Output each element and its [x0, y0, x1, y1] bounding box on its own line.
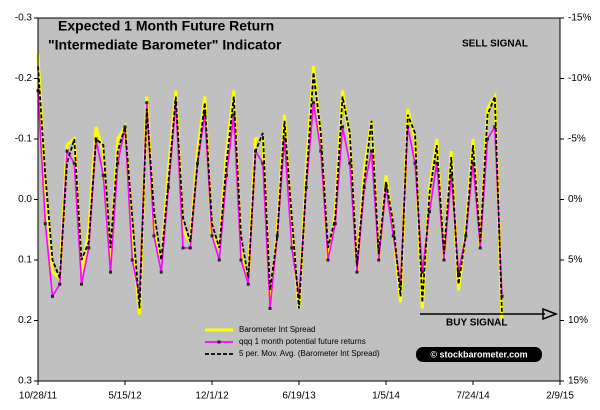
marker	[65, 149, 69, 153]
marker	[478, 246, 482, 250]
sell-signal: SELL SIGNAL	[462, 39, 528, 50]
marker	[312, 101, 315, 105]
marker	[370, 149, 373, 153]
arrow-head	[542, 307, 559, 321]
marker	[210, 234, 214, 238]
marker	[43, 222, 47, 226]
y2-tick-label: 5%	[568, 255, 583, 266]
marker	[72, 161, 76, 165]
y2-tick-label: -10%	[568, 73, 591, 84]
legend-label: 5 per. Mov. Avg. (Barometer Int Spread)	[239, 349, 380, 358]
marker	[167, 185, 170, 189]
marker	[428, 210, 431, 214]
y-tick-label: 0.3	[18, 376, 32, 387]
marker	[109, 270, 112, 274]
marker	[188, 246, 192, 250]
marker	[261, 161, 265, 165]
marker	[449, 173, 453, 177]
marks	[36, 54, 504, 321]
marker	[145, 101, 149, 105]
x-tick-label: 2/9/15	[546, 391, 574, 402]
legend-label: Barometer Int Spread	[239, 325, 315, 334]
marker	[225, 173, 228, 177]
y-tick-label: 0.0	[18, 194, 32, 205]
y2-tick-label: -15%	[568, 13, 591, 24]
marker	[290, 246, 294, 250]
marker	[268, 306, 272, 310]
buy-signal: BUY SIGNAL	[446, 318, 508, 329]
marker	[159, 270, 163, 274]
x-tick-label: 10/28/11	[19, 391, 58, 402]
marker	[246, 282, 250, 286]
copyright: © stockbarometer.com	[430, 349, 527, 359]
y-tick-label: -0.1	[15, 134, 33, 145]
marker	[239, 258, 243, 262]
y-tick-label: 0.1	[18, 255, 32, 266]
marker	[275, 234, 279, 238]
marker	[355, 270, 359, 274]
x-tick-label: 6/19/13	[282, 391, 316, 402]
marker	[464, 234, 468, 238]
marker	[181, 246, 185, 250]
x-tick-label: 5/15/12	[108, 391, 142, 402]
marker	[348, 161, 352, 165]
marker	[203, 113, 207, 117]
marker	[333, 222, 337, 226]
y2-tick-label: 15%	[568, 376, 588, 387]
marker	[384, 185, 388, 189]
marker	[51, 294, 54, 298]
marker	[123, 125, 127, 129]
series-line	[37, 66, 503, 315]
marker	[319, 149, 323, 153]
copyright-box	[416, 347, 542, 362]
marker	[196, 161, 199, 165]
legend-label: qqq 1 month potential future returns	[239, 337, 366, 346]
marker	[283, 137, 286, 141]
y2-tick-label: 10%	[568, 315, 588, 326]
marker	[377, 258, 381, 262]
x-tick-label: 1/5/14	[372, 391, 400, 402]
marker	[130, 258, 134, 262]
legend: Barometer Int Spread qqq 1 month potentia…	[205, 325, 380, 358]
marker	[341, 125, 344, 129]
marker	[152, 234, 156, 238]
y2-tick-label: -5%	[568, 134, 586, 145]
x-tick-label: 7/24/14	[456, 391, 490, 402]
marker	[217, 258, 221, 262]
marker	[471, 161, 475, 165]
y2-tick-label: 0%	[568, 194, 583, 205]
marker	[101, 173, 105, 177]
marker	[58, 282, 62, 286]
marker	[326, 258, 330, 262]
y-tick-label: -0.3	[15, 13, 33, 24]
y-tick-label: 0.2	[18, 315, 32, 326]
marker	[457, 270, 460, 274]
marker	[442, 258, 446, 262]
y-tick-label: -0.2	[15, 73, 33, 84]
chart-subtitle: "Intermediate Barometer" Indicator	[48, 37, 282, 53]
marker	[420, 270, 424, 274]
marker	[486, 137, 489, 141]
marker	[413, 161, 417, 165]
legend-marker	[217, 340, 221, 344]
marker	[232, 113, 236, 117]
marker	[493, 125, 497, 129]
marker	[391, 234, 395, 238]
marker	[87, 246, 91, 250]
x-tick-label: 12/1/12	[195, 391, 229, 402]
chart-title: Expected 1 Month Future Return	[58, 18, 274, 34]
marker	[80, 282, 83, 286]
plot-area	[38, 18, 560, 381]
marker	[435, 161, 439, 165]
